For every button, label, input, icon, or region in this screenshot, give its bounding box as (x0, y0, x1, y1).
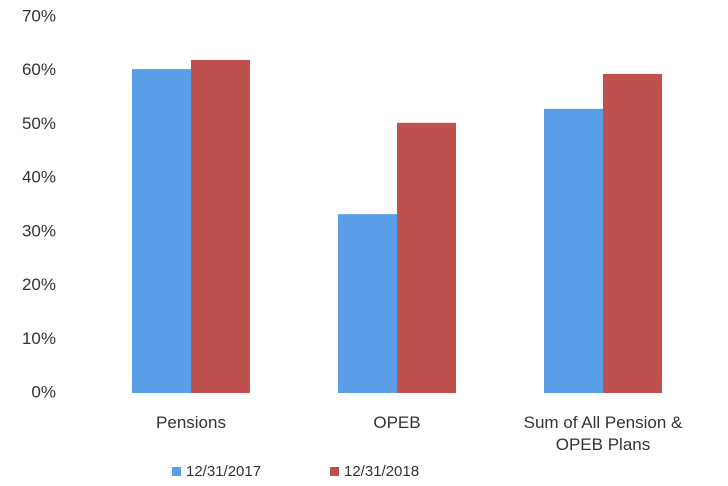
y-tick-label: 10% (22, 329, 56, 348)
y-tick-label: 50% (22, 114, 56, 133)
y-tick-label: 0% (31, 382, 56, 401)
legend-label: 12/31/2017 (186, 463, 261, 480)
legend-swatch (172, 467, 181, 476)
legend-label: 12/31/2018 (344, 463, 419, 480)
y-tick-label: 70% (22, 6, 56, 25)
bar (132, 69, 191, 394)
bar (603, 73, 662, 394)
bar (397, 122, 456, 394)
x-tick-label: OPEB (373, 413, 421, 432)
bar (544, 108, 603, 393)
legend-swatch (330, 467, 339, 476)
y-tick-label: 60% (22, 60, 56, 79)
y-tick-label: 20% (22, 275, 56, 294)
bar (338, 214, 397, 393)
y-tick-label: 40% (22, 168, 56, 187)
bar (191, 59, 250, 393)
y-tick-label: 30% (22, 221, 56, 240)
x-tick-label: Sum of All Pension & OPEB Plans (523, 413, 683, 454)
x-tick-label: Pensions (156, 413, 226, 432)
